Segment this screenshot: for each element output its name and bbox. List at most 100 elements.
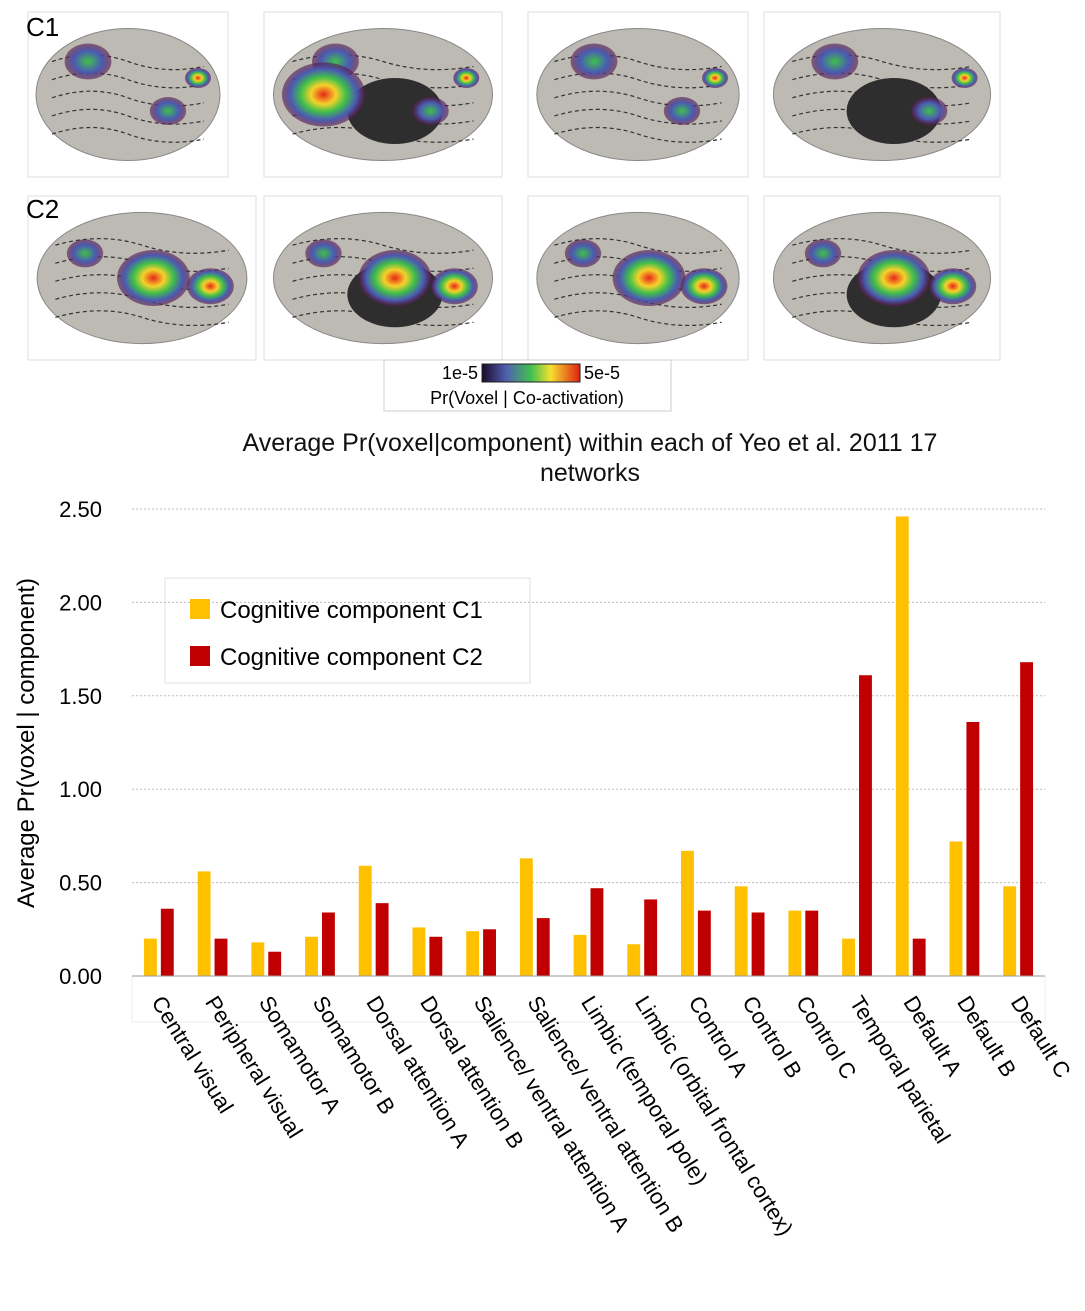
bar [805,910,819,976]
bar [842,938,856,976]
activation-blob [702,68,728,88]
bar [429,936,443,976]
bar [251,942,265,976]
bar [160,908,174,976]
colorbar-max: 5e-5 [584,363,620,383]
activation-blob [412,97,449,125]
activation-blob [663,97,701,125]
activation-blob [358,250,432,306]
y-tick-label: 0.50 [59,871,102,896]
activation-blob [66,239,104,268]
activation-blob [929,268,977,305]
y-tick-label: 2.50 [59,497,102,522]
activation-blob [564,239,602,268]
activation-blob [911,97,948,125]
sulcus [792,310,972,327]
bar [788,910,802,976]
sulcus [792,108,972,125]
sulcus [792,90,972,107]
activation-blob [185,68,211,88]
bar [358,865,372,976]
sulcus [792,292,972,308]
sulcus [554,310,722,327]
activation-blob [680,268,728,305]
bar [966,721,980,976]
legend-swatch [190,599,210,619]
sulcus [554,238,722,254]
row-label: C1 [26,12,59,42]
sulcus [792,274,972,290]
bar [536,918,550,976]
activation-blob [116,250,190,306]
medial-wall [347,78,443,144]
legend-label: Cognitive component C2 [220,644,483,671]
bar [949,841,963,976]
bar [859,675,872,976]
activation-blob [811,43,859,80]
legend-box [164,577,531,684]
bar [321,912,335,976]
activation-blob [149,97,187,125]
sulcus [554,108,722,125]
legend-swatch [190,646,210,666]
bar [627,944,641,976]
activation-blob [64,43,112,80]
sulcus [554,54,722,71]
bar [375,903,389,976]
bar [644,899,658,976]
bar [590,888,604,976]
y-tick-label: 1.50 [59,684,102,709]
activation-blob [570,43,618,80]
sulcus [55,310,229,327]
sulcus [792,126,972,143]
bar [751,912,765,976]
chart-title: Average Pr(voxel|component) within each … [242,429,938,487]
activation-blob [431,268,478,305]
medial-wall [846,78,941,144]
activation-blob [857,250,931,306]
bar [1020,662,1034,976]
activation-blob [305,239,342,268]
bar [143,938,157,976]
bar [697,910,711,976]
sulcus [51,126,205,143]
bar [895,516,909,976]
colorbar-label: Pr(Voxel | Co-activation) [430,388,624,408]
bar [197,871,211,976]
activation-blob [804,239,842,268]
row-label: C2 [26,194,59,224]
legend-label: Cognitive component C1 [220,597,483,624]
sulcus [554,126,722,143]
y-tick-label: 2.00 [59,590,102,615]
sulcus [51,108,205,125]
bar [1003,886,1017,976]
colorbar-min: 1e-5 [442,363,478,383]
bar [519,858,533,976]
activation-blob [281,62,366,127]
activation-blob [612,250,686,306]
bar [681,850,694,976]
bar [912,938,926,976]
bar [466,931,480,976]
activation-blob [453,68,480,88]
sulcus [51,90,205,107]
brain-panels [27,11,1001,361]
activation-blob [187,268,234,305]
bar [734,886,748,976]
bar [483,929,496,976]
activation-blob [951,68,978,88]
bar [214,938,228,976]
colorbar-gradient [481,363,581,383]
y-tick-label: 1.00 [59,777,102,802]
sulcus [55,238,229,254]
colorbar: 1e-5 5e-5 Pr(Voxel | Co-activation) [383,359,672,412]
y-axis-label: Average Pr(voxel | component) [13,578,40,908]
bar [305,936,318,976]
sulcus [554,72,722,89]
y-tick-label: 0.00 [59,964,102,989]
x-tick-label: Peripheral visual [200,991,307,1142]
bar [268,951,282,976]
bar [573,934,587,976]
